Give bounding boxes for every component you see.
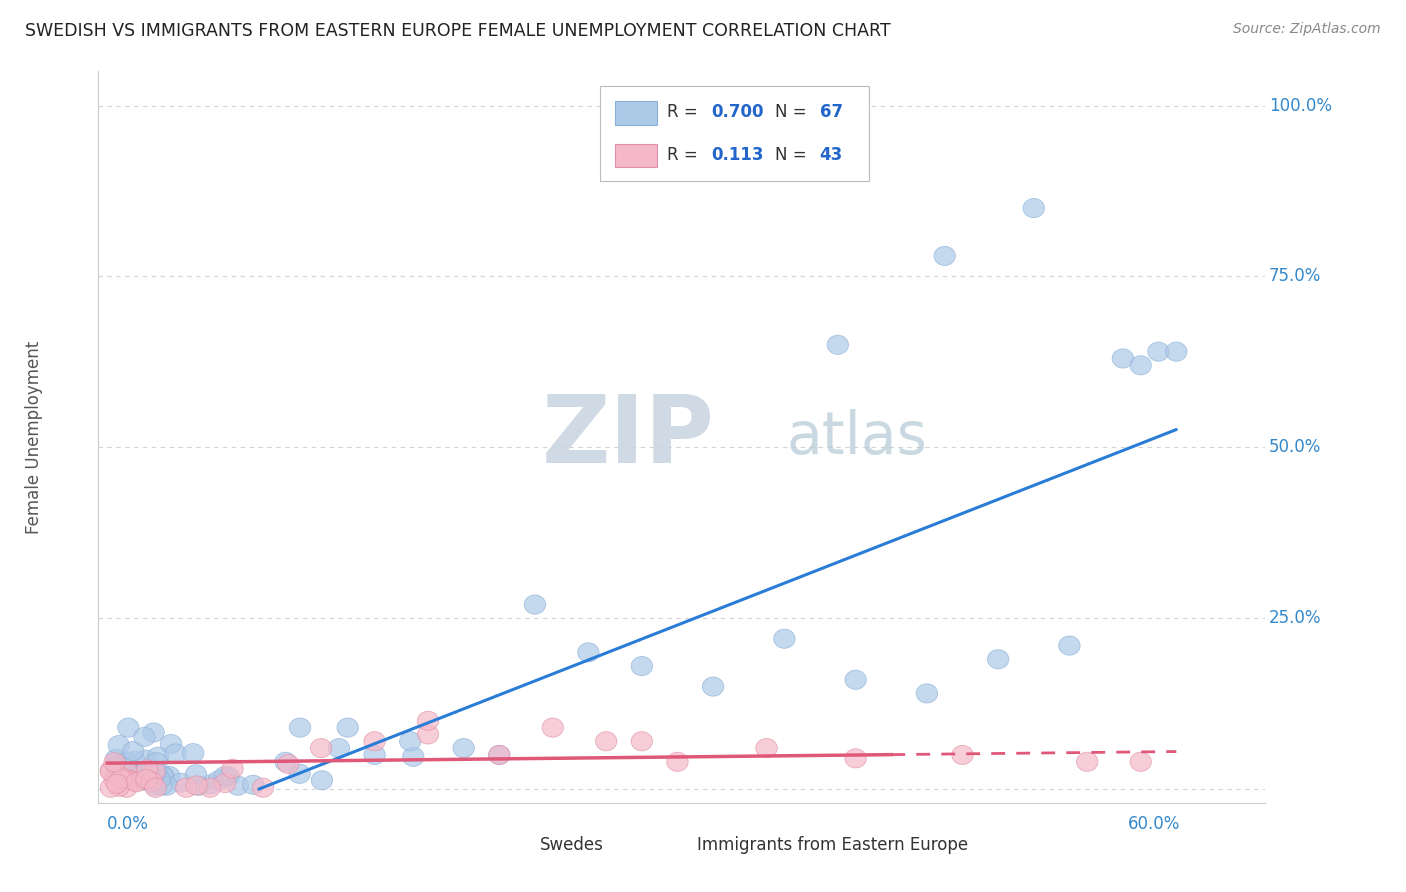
Text: 60.0%: 60.0% (1128, 815, 1180, 833)
Text: N =: N = (775, 103, 813, 121)
Text: R =: R = (666, 145, 703, 164)
FancyBboxPatch shape (616, 102, 658, 125)
Text: 50.0%: 50.0% (1270, 438, 1322, 457)
Text: 100.0%: 100.0% (1270, 96, 1331, 114)
Text: atlas: atlas (787, 409, 928, 466)
Text: R =: R = (666, 103, 703, 121)
Text: 67: 67 (820, 103, 842, 121)
Text: ZIP: ZIP (541, 391, 714, 483)
Text: Source: ZipAtlas.com: Source: ZipAtlas.com (1233, 22, 1381, 37)
Text: Immigrants from Eastern Europe: Immigrants from Eastern Europe (697, 836, 969, 855)
Text: 43: 43 (820, 145, 842, 164)
Text: N =: N = (775, 145, 813, 164)
Text: 25.0%: 25.0% (1270, 609, 1322, 627)
Text: SWEDISH VS IMMIGRANTS FROM EASTERN EUROPE FEMALE UNEMPLOYMENT CORRELATION CHART: SWEDISH VS IMMIGRANTS FROM EASTERN EUROP… (25, 22, 891, 40)
FancyBboxPatch shape (501, 838, 533, 855)
Text: 0.700: 0.700 (711, 103, 763, 121)
Text: Swedes: Swedes (540, 836, 603, 855)
Text: Female Unemployment: Female Unemployment (25, 341, 44, 533)
Text: 75.0%: 75.0% (1270, 268, 1322, 285)
FancyBboxPatch shape (600, 86, 869, 181)
FancyBboxPatch shape (616, 144, 658, 167)
Text: 0.113: 0.113 (711, 145, 763, 164)
Text: 0.0%: 0.0% (107, 815, 149, 833)
FancyBboxPatch shape (658, 838, 690, 855)
